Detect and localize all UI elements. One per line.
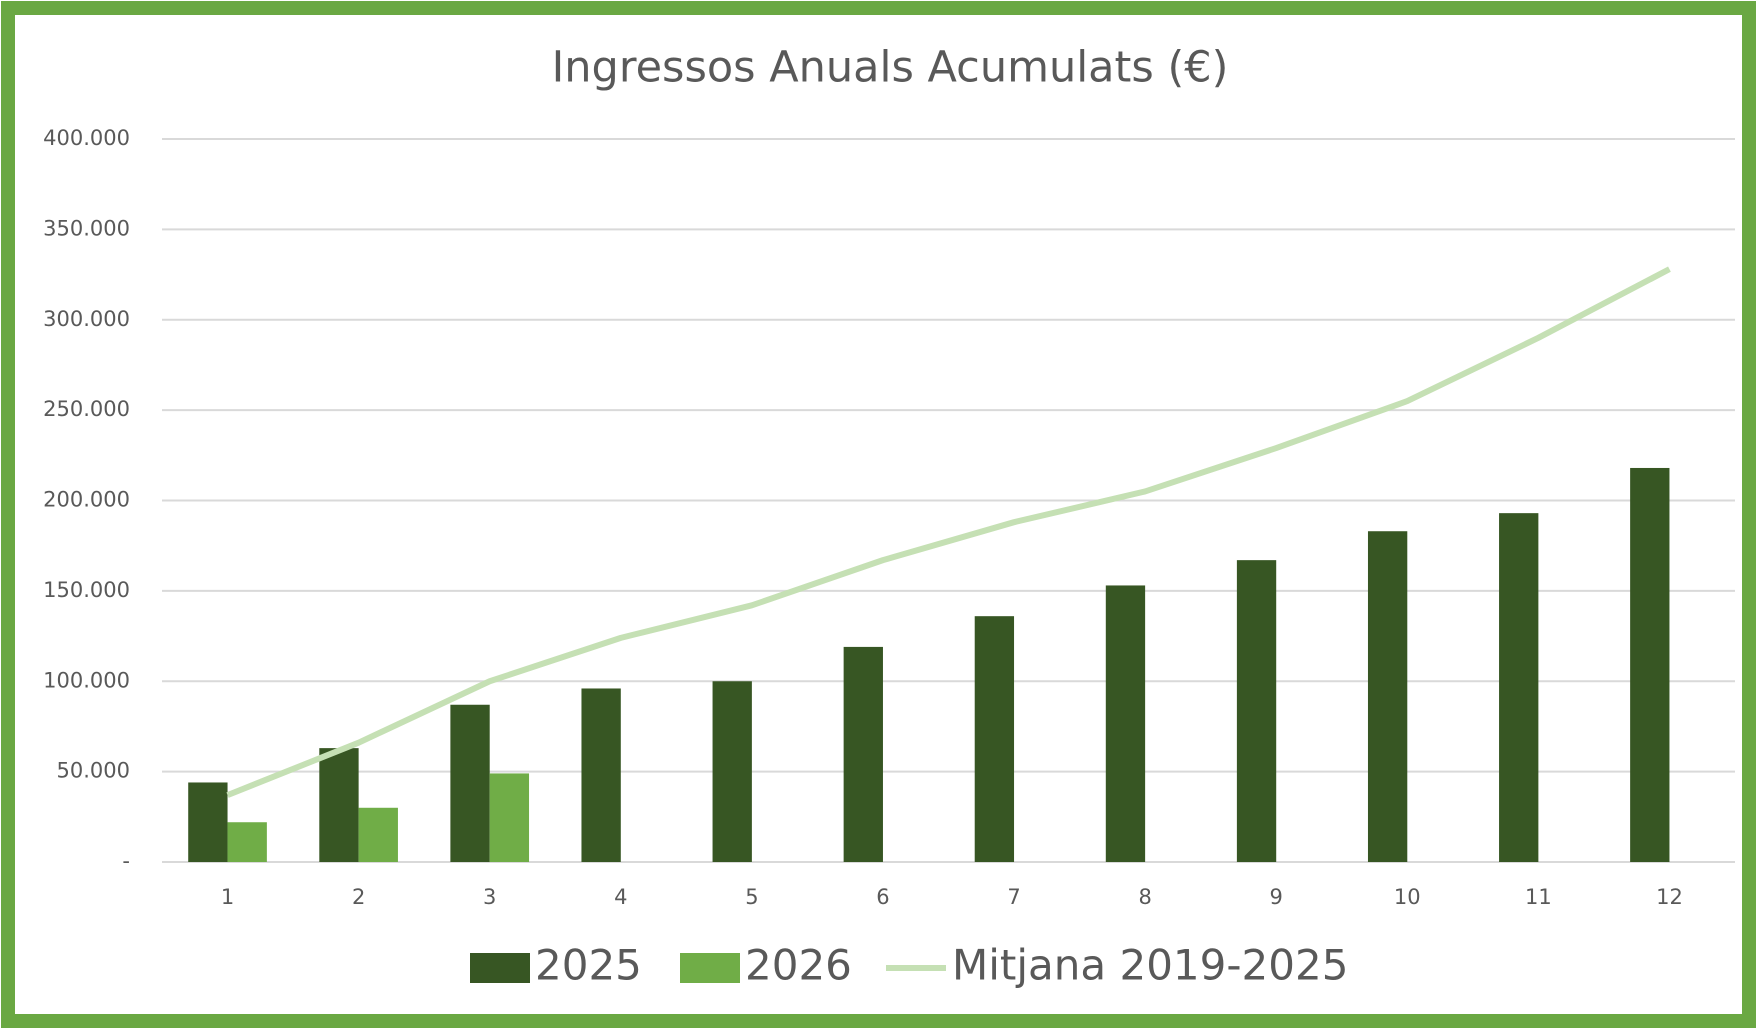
legend-label: Mitjana 2019-2025 xyxy=(952,941,1348,990)
bar xyxy=(843,646,883,862)
legend-swatch xyxy=(680,953,740,983)
line xyxy=(226,266,1671,798)
bar xyxy=(1499,513,1539,862)
x-tick-label: 1 xyxy=(221,885,234,909)
y-tick-label: 50.000 xyxy=(57,759,130,783)
bar xyxy=(227,822,267,862)
y-tick-label: 150.000 xyxy=(43,578,130,602)
bar xyxy=(1630,467,1670,862)
x-tick-label: 12 xyxy=(1656,885,1683,909)
bar xyxy=(974,616,1015,862)
y-tick-label: - xyxy=(122,849,130,873)
y-tick-label: 300.000 xyxy=(43,307,130,331)
bar xyxy=(450,704,490,862)
bar xyxy=(489,773,530,862)
y-tick-label: 400.000 xyxy=(43,126,130,150)
x-tick-label: 11 xyxy=(1525,885,1552,909)
bar xyxy=(1236,560,1277,862)
bar xyxy=(188,782,228,862)
y-tick-label: 350.000 xyxy=(43,216,130,240)
x-tick-label: 4 xyxy=(614,885,627,909)
x-tick-label: 7 xyxy=(1007,885,1020,909)
legend-swatch xyxy=(470,953,530,983)
bar xyxy=(358,807,398,862)
bar xyxy=(1367,531,1408,862)
x-tick-label: 3 xyxy=(483,885,496,909)
bar xyxy=(581,688,621,862)
y-tick-label: 250.000 xyxy=(43,397,130,421)
x-tick-label: 8 xyxy=(1138,885,1151,909)
x-tick-label: 2 xyxy=(352,885,365,909)
y-tick-label: 100.000 xyxy=(43,668,130,692)
bar xyxy=(319,748,359,862)
y-tick-label: 200.000 xyxy=(43,488,130,512)
chart-title: Ingressos Anuals Acumulats (€) xyxy=(552,43,1229,93)
bar xyxy=(712,681,752,862)
x-tick-label: 5 xyxy=(745,885,758,909)
legend-label: 2025 xyxy=(535,941,642,990)
legend-label: 2026 xyxy=(745,941,852,990)
x-tick-label: 9 xyxy=(1270,885,1283,909)
x-tick-label: 10 xyxy=(1394,885,1421,909)
x-tick-label: 6 xyxy=(876,885,889,909)
bar xyxy=(1105,585,1146,862)
